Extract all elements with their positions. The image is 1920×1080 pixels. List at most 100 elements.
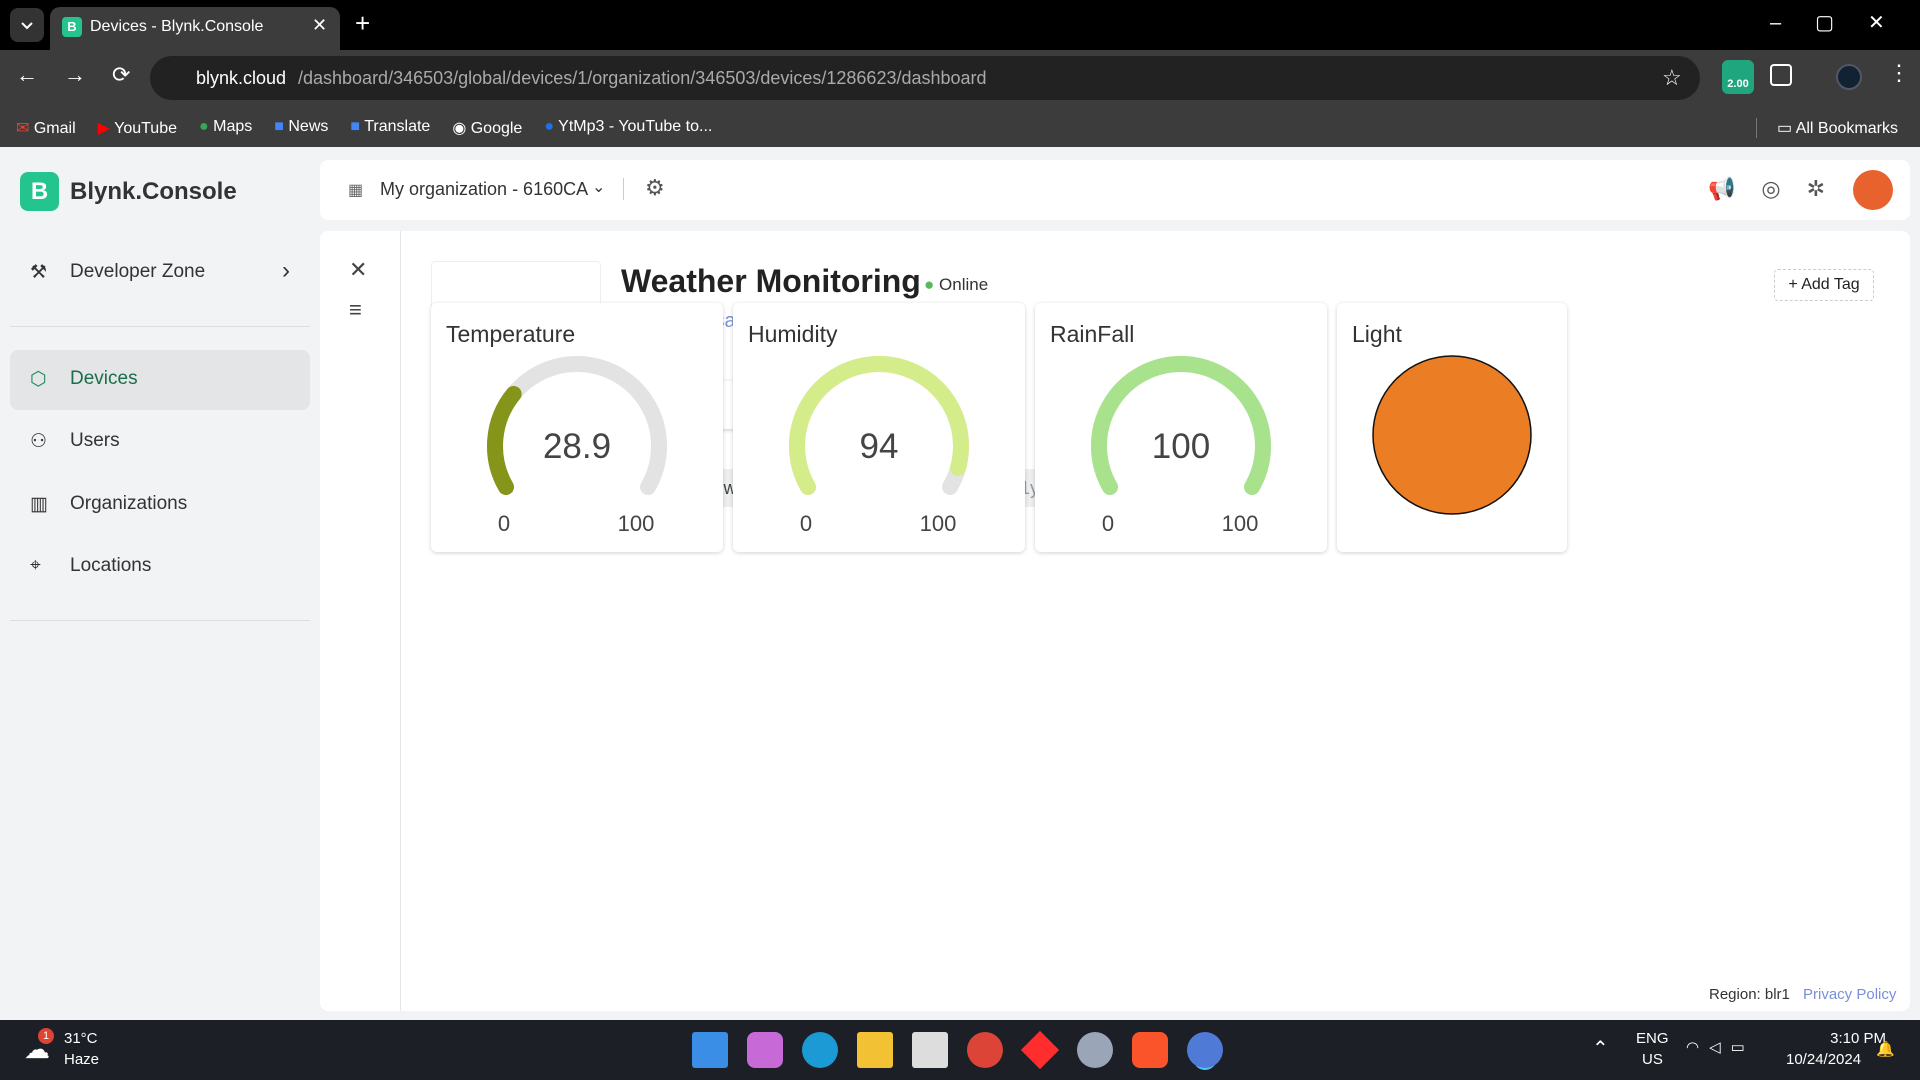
bookmark[interactable]: ▶ YouTube (97, 120, 177, 137)
bookmark-label: Translate (364, 118, 431, 135)
privacy-link[interactable]: Privacy Policy (1803, 986, 1897, 1003)
avatar[interactable] (1853, 170, 1893, 210)
bookmark-label: YtMp3 - YouTube to... (558, 118, 713, 135)
separator (623, 178, 624, 200)
new-tab[interactable]: + (355, 8, 371, 38)
app[interactable] (1020, 1030, 1060, 1070)
bookmark[interactable]: ● Maps (198, 118, 253, 135)
app[interactable] (1132, 1032, 1168, 1068)
widget-title: Humidity (748, 321, 838, 347)
tab-search[interactable] (10, 8, 44, 42)
url-path: /dashboard/346503/global/devices/1/organ… (298, 68, 987, 88)
nav-label: Locations (70, 555, 152, 576)
tab-favicon: B (62, 17, 82, 37)
brand[interactable]: Blynk.Console (70, 178, 237, 205)
all-bookmarks[interactable]: ▭ All Bookmarks (1756, 118, 1898, 138)
notifications[interactable]: 🔔 (1876, 1041, 1895, 1058)
org-icon: ▦ (348, 182, 364, 199)
active-tab[interactable]: B Devices - Blynk.Console ✕ (50, 7, 340, 50)
nav-buttons[interactable]: ←→⟳ (16, 62, 157, 87)
nav-item[interactable]: ▥ Organizations (30, 493, 188, 515)
gauge-min: 0 (498, 511, 510, 536)
tab-title: Devices - Blynk.Console (90, 18, 264, 35)
add-tag-label: Add Tag (1801, 276, 1860, 293)
device-name: Weather Monitoring (621, 263, 921, 299)
sidebar: B Blynk.Console ⚒ Developer Zone › ⬡ Device… (0, 147, 320, 1020)
gauge-value-arc (487, 385, 522, 495)
widget-body: 94 0 100 (789, 356, 969, 536)
app[interactable] (967, 1032, 1003, 1068)
widget-title: Light (1352, 321, 1402, 347)
widget-card: Temperature 28.9 0 100 (431, 303, 723, 552)
widget-body: 28.9 0 100 (487, 356, 667, 536)
gauge-value-arc (789, 356, 969, 495)
nav-item[interactable]: ⚇ Users (30, 430, 120, 452)
gauge-min: 0 (800, 511, 812, 536)
bookmark-label: YouTube (114, 120, 177, 137)
url-bar[interactable]: blynk.cloud /dashboard/346503/global/dev… (150, 56, 1700, 100)
widget-card: RainFall 100 0 100 (1035, 303, 1327, 552)
nav-item[interactable]: ⚒ Developer Zone › (30, 257, 290, 284)
bookmark[interactable]: ■ Translate (350, 118, 431, 135)
logo[interactable]: B (20, 172, 59, 211)
nav-item-active[interactable]: ⬡ Devices (10, 350, 310, 410)
header-icons[interactable]: 📢◎✲ (1708, 176, 1852, 201)
divider (10, 620, 310, 621)
clock-date: 10/24/2024 (1786, 1051, 1862, 1068)
gauge-min: 0 (1102, 511, 1114, 536)
extensions-button[interactable] (1770, 64, 1792, 86)
nav-label: Devices (70, 368, 138, 389)
tray-icons[interactable]: ◠◁▭ (1686, 1039, 1755, 1056)
profile[interactable] (1836, 64, 1862, 90)
widget-card: Humidity 94 0 100 (733, 303, 1025, 552)
gauge-value: 94 (860, 427, 899, 466)
extension[interactable]: 2.00 (1722, 60, 1754, 94)
bookmark-label: Google (470, 120, 523, 137)
widget-card: Light (1337, 303, 1567, 552)
weather-badge: 1 (38, 1028, 54, 1044)
gauge-track (487, 356, 667, 495)
widget-title: Temperature (446, 321, 576, 347)
app[interactable] (912, 1032, 948, 1068)
org-selector[interactable]: My organization - 6160CA (380, 179, 589, 199)
weather-temp: 31°C (64, 1030, 98, 1047)
close[interactable]: ✕ (349, 257, 368, 282)
bookmark-label: Gmail (33, 120, 76, 137)
widget-title: RainFall (1050, 321, 1135, 347)
widget-body: 100 0 100 (1091, 356, 1271, 536)
gauge-max: 100 (920, 511, 957, 536)
menu-toggle[interactable]: ≡ (349, 297, 362, 322)
settings[interactable]: ⚙ (645, 175, 665, 200)
language: ENG (1636, 1030, 1669, 1047)
status-label: Online (939, 275, 989, 294)
bookmark[interactable]: ● YtMp3 - YouTube to... (544, 118, 713, 135)
clock-time: 3:10 PM (1830, 1030, 1886, 1047)
menu[interactable]: ⋮ (1888, 60, 1910, 85)
bookmark-star[interactable]: ☆ (1662, 65, 1682, 90)
tab-strip: B Devices - Blynk.Console ✕ + –▢✕ (0, 0, 1920, 50)
app[interactable] (747, 1032, 783, 1068)
all-bookmarks-label: All Bookmarks (1795, 120, 1898, 137)
bookmark[interactable]: ■ News (274, 118, 329, 135)
taskbar-apps (692, 1030, 1223, 1070)
nav-label: Developer Zone (70, 261, 206, 282)
bookmark[interactable]: ◉ Google (452, 120, 523, 137)
nav-item[interactable]: ⌖ Locations (30, 555, 152, 576)
add-tag[interactable]: + Add Tag (1774, 269, 1874, 301)
bookmarks-bar: ✉ Gmail ▶ YouTube ● Maps ■ News ■ Transl… (0, 107, 1920, 147)
bookmark[interactable]: ✉ Gmail (16, 120, 76, 137)
gauge-value: 28.9 (543, 427, 611, 466)
gauge-max: 100 (618, 511, 655, 536)
start[interactable] (692, 1032, 728, 1068)
tab-close[interactable]: ✕ (312, 15, 328, 35)
app[interactable] (802, 1032, 838, 1068)
tray-chevron[interactable]: ⌃ (1592, 1038, 1609, 1060)
device-status: ● Online (924, 275, 989, 294)
gauge-max: 100 (1222, 511, 1259, 536)
app[interactable] (857, 1032, 893, 1068)
keyboard-region: US (1642, 1051, 1663, 1068)
app[interactable] (1077, 1032, 1113, 1068)
chevron: ⌄ (592, 179, 606, 196)
window-controls[interactable]: –▢✕ (1770, 12, 1919, 34)
app[interactable] (1187, 1032, 1223, 1068)
